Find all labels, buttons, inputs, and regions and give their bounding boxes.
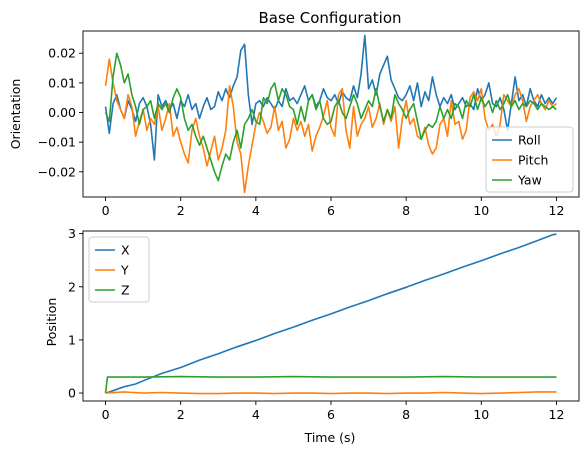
series-line-y <box>105 391 557 395</box>
orientation-plot-area <box>104 34 558 194</box>
x-tick-label: 10 <box>473 203 489 218</box>
legend-box <box>88 236 150 303</box>
position-axes-frame <box>82 230 580 402</box>
y-tick-label: −0.01 <box>38 135 76 150</box>
y-tick-label: 0.02 <box>48 46 76 61</box>
series-line-x <box>105 233 557 394</box>
orientation-ticks: 0 2 4 6 8 10 12 −0.02 −0.01 0.00 0.01 0.02 <box>38 46 565 218</box>
series-line-pitch <box>104 58 557 194</box>
series-line-z <box>104 375 557 394</box>
x-tick-label: 10 <box>473 407 489 422</box>
orientation-legend: Roll Pitch Yaw <box>485 126 574 193</box>
orientation-subplot: Base Configuration Orientation 0 2 4 6 8 10 12… <box>8 9 580 218</box>
legend-label-yaw: Yaw <box>517 173 542 188</box>
x-tick-label: 4 <box>252 407 260 422</box>
y-tick-label: 0 <box>68 386 76 401</box>
y-tick-label: −0.02 <box>38 164 76 179</box>
legend-label-pitch: Pitch <box>518 153 548 168</box>
chart-title: Base Configuration <box>258 9 401 27</box>
y-tick-label: 2 <box>68 279 76 294</box>
x-tick-label: 2 <box>177 203 185 218</box>
x-tick-label: 0 <box>102 203 110 218</box>
x-axis-label-time: Time (s) <box>304 430 356 445</box>
legend-label-x: X <box>121 243 130 258</box>
x-tick-label: 4 <box>252 203 260 218</box>
y-tick-label: 1 <box>68 332 76 347</box>
y-tick-label: 0.00 <box>48 105 76 120</box>
legend-label-y: Y <box>120 263 129 278</box>
x-tick-label: 12 <box>549 407 565 422</box>
y-tick-label: 0.01 <box>48 75 76 90</box>
x-tick-label: 8 <box>402 407 410 422</box>
x-tick-label: 12 <box>549 203 565 218</box>
y-tick-label: 3 <box>68 226 76 241</box>
series-line-yaw <box>104 52 557 182</box>
y-axis-label-position: Position <box>44 298 59 347</box>
legend-label-z: Z <box>121 283 130 298</box>
legend-label-roll: Roll <box>518 133 541 148</box>
x-tick-label: 6 <box>327 203 335 218</box>
y-axis-label-orientation: Orientation <box>8 79 23 150</box>
position-legend: XYZ <box>88 236 150 303</box>
x-tick-label: 6 <box>327 407 335 422</box>
x-tick-label: 0 <box>102 407 110 422</box>
legend-box <box>485 126 574 193</box>
position-plot-area <box>104 233 557 395</box>
x-tick-label: 2 <box>177 407 185 422</box>
x-tick-label: 8 <box>402 203 410 218</box>
orientation-axes-frame <box>82 30 580 198</box>
